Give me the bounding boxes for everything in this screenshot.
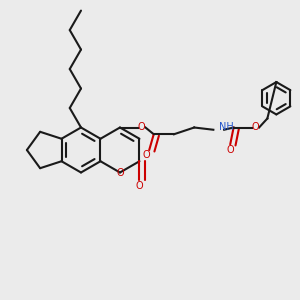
Text: O: O: [136, 182, 143, 191]
Text: O: O: [226, 145, 234, 155]
Text: O: O: [138, 122, 146, 133]
Text: NH: NH: [219, 122, 233, 132]
Text: O: O: [116, 167, 124, 178]
Text: O: O: [251, 122, 259, 133]
Text: O: O: [142, 149, 150, 160]
